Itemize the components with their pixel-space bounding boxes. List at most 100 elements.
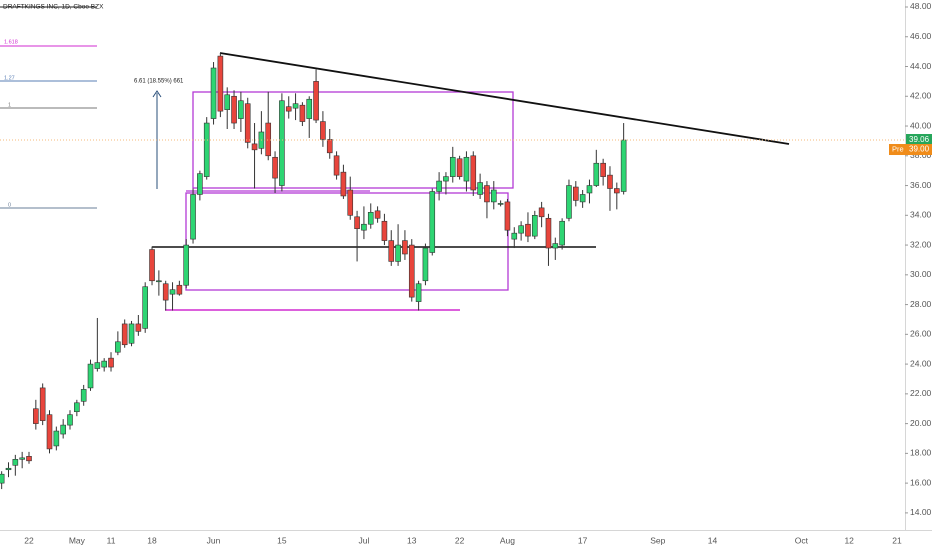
candle-body (306, 98, 313, 119)
candle-body (156, 280, 162, 283)
candle-body (149, 249, 155, 282)
last-price-label: 39.06 (909, 135, 930, 144)
y-tick-label: 46.00 (910, 31, 932, 41)
y-tick-label: 34.00 (910, 210, 932, 220)
y-tick-label: 24.00 (910, 358, 932, 368)
candle-body (600, 162, 606, 177)
candle-body (497, 203, 504, 205)
x-tick-label: May (69, 535, 86, 545)
candle-body (53, 430, 60, 447)
candle-body (354, 216, 360, 229)
y-tick-label: 44.00 (910, 61, 932, 71)
drawings: 1.618 1.27 1 0 6.61 (18.55%) 661 DRAFTKI… (0, 4, 790, 311)
candle-body (238, 100, 244, 119)
candle-body (374, 210, 381, 219)
candle-body (33, 408, 39, 424)
candle-body (620, 139, 627, 192)
candle-body (217, 55, 224, 112)
trend-line (219, 52, 790, 145)
pre-market-tag-label: Pre (892, 144, 904, 153)
candle-body (559, 220, 565, 246)
candle-body (320, 121, 326, 140)
candle-body (429, 191, 436, 253)
x-tick-label: 12 (844, 535, 854, 545)
candle-body (579, 194, 586, 203)
candle-body (538, 207, 545, 218)
y-tick-label: 22.00 (910, 388, 932, 398)
candle-body (135, 323, 142, 332)
y-tick-label: 28.00 (910, 299, 932, 309)
candle-body (121, 323, 128, 346)
fib-label: 1.618 (4, 39, 18, 45)
candle-body (169, 289, 176, 295)
candle-body (511, 232, 518, 240)
candle-body (279, 100, 285, 186)
candle-body (101, 360, 107, 368)
candle-body (552, 243, 559, 249)
fib-label: 0 (8, 202, 11, 208)
candle-body (26, 456, 32, 462)
candle-body (0, 473, 5, 484)
candle-body (94, 362, 101, 369)
y-tick-label: 30.00 (910, 269, 932, 279)
candle-body (197, 173, 203, 195)
last-price-tag (906, 134, 932, 147)
candle-body (395, 244, 401, 262)
candle-body (566, 185, 572, 219)
candle-body (19, 457, 25, 460)
candle-body (333, 155, 340, 176)
candle-body (60, 424, 66, 435)
candle-body (422, 247, 429, 282)
candle-body (265, 122, 272, 157)
x-tick-label: 15 (277, 535, 287, 545)
x-tick-label: 13 (407, 535, 417, 545)
measure-arrow-head (152, 90, 162, 98)
candle-body (313, 81, 319, 121)
candle-body (224, 94, 231, 110)
x-tick-label: 18 (147, 535, 157, 545)
y-tick-label: 14.00 (910, 507, 932, 517)
x-tick-label: Jul (358, 535, 369, 545)
candle-body (381, 220, 388, 241)
x-tick-label: Jun (207, 535, 221, 545)
candle-body (142, 286, 148, 329)
candle-body (285, 106, 292, 112)
candle-body (203, 122, 210, 177)
candle-body (12, 459, 19, 466)
candle-body (436, 180, 442, 192)
candle-body (518, 225, 524, 234)
y-tick-label: 48.00 (910, 1, 932, 11)
candle-body (115, 341, 121, 353)
candle-body (183, 244, 190, 286)
candle-body (415, 283, 422, 302)
candle-body (449, 156, 456, 177)
candle-body (586, 185, 593, 194)
candle-body (340, 171, 347, 197)
candle-body (456, 158, 463, 177)
x-tick-label: Sep (650, 535, 665, 545)
candle-body (87, 363, 94, 389)
candle-body (176, 284, 183, 295)
x-tick-label: Aug (500, 535, 515, 545)
candle-body (299, 104, 306, 122)
candle-body (46, 414, 53, 450)
y-tick-label: 18.00 (910, 448, 932, 458)
y-tick-label: 42.00 (910, 91, 932, 101)
candle-body (525, 223, 531, 237)
candle-body (408, 244, 415, 298)
candle-body (128, 323, 135, 344)
candle-body (572, 186, 579, 201)
candle-body (326, 139, 333, 154)
candle-body (443, 176, 449, 182)
candle-body (477, 182, 483, 195)
chart-title: DRAFTKINGS INC, 1D, Cboe BZX (3, 4, 104, 11)
candle-body (231, 95, 237, 124)
candle-body (292, 103, 299, 109)
candle-body (74, 402, 80, 413)
y-tick-label: 40.00 (910, 120, 932, 130)
candle-body (490, 189, 497, 203)
candle-body (5, 467, 12, 471)
candle-body (607, 174, 613, 189)
candle-body (593, 162, 600, 186)
